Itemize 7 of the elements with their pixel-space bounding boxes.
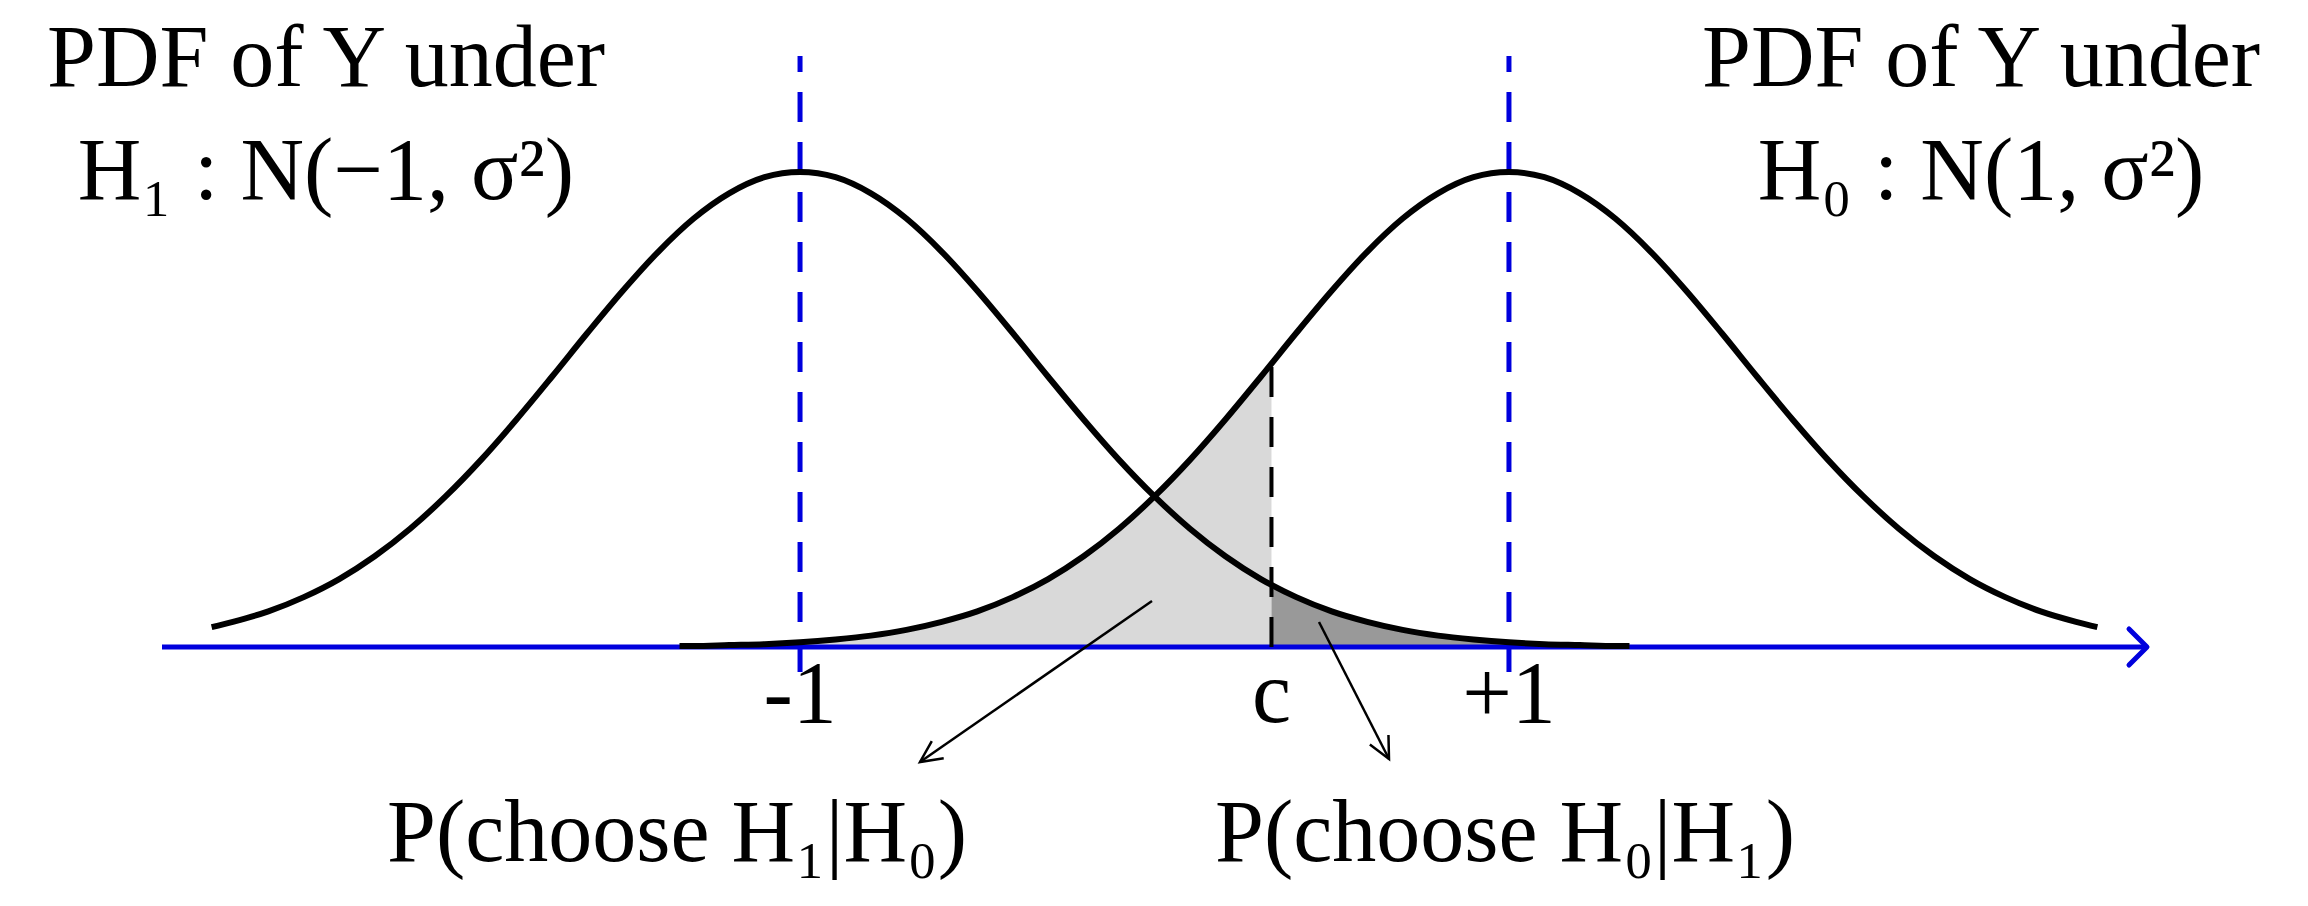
x-tick-label: +1 bbox=[1462, 644, 1556, 741]
x-tick-label: c bbox=[1251, 644, 1291, 741]
x-tick-label: -1 bbox=[763, 644, 837, 741]
series-label: PDF of Y under H₀ : N(1, σ²) bbox=[1701, 8, 2261, 218]
series-label: PDF of Y under H₁ : N(−1, σ²) bbox=[46, 8, 606, 218]
text: P(choose H₀|H₁) bbox=[1215, 783, 1795, 880]
text: P(choose H₁|H₀) bbox=[387, 783, 967, 880]
